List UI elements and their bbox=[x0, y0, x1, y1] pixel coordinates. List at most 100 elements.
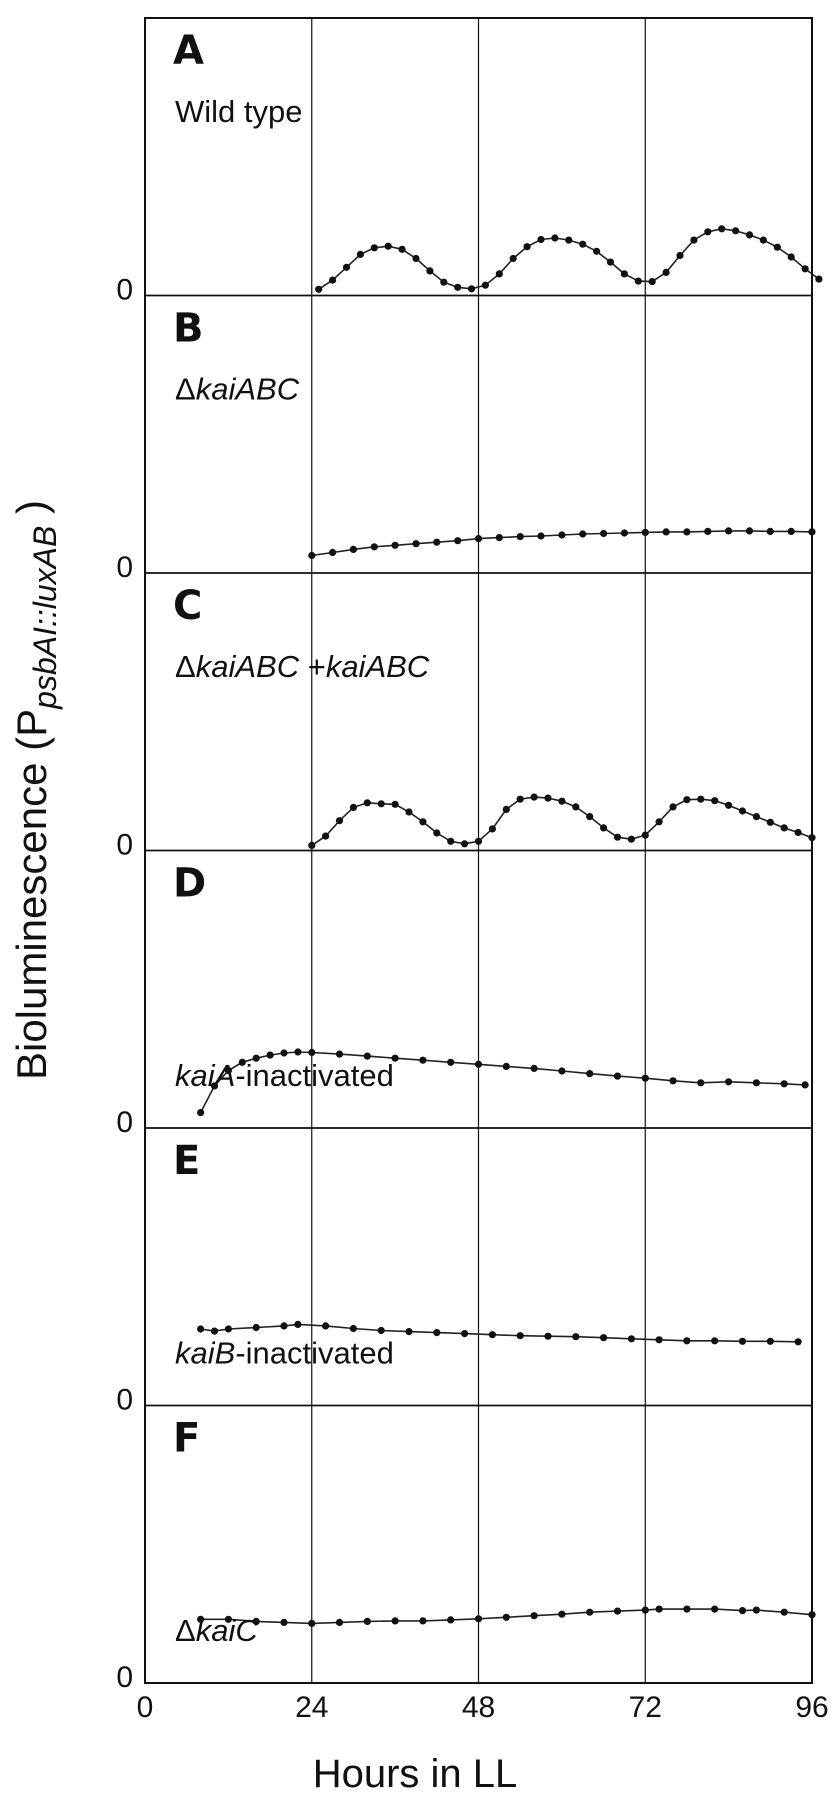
panel-e-point-23 bbox=[794, 1338, 802, 1346]
panel-e-point-7 bbox=[349, 1324, 357, 1333]
panel-b-point-1 bbox=[329, 548, 337, 557]
x-tick-label-0: 0 bbox=[137, 1691, 154, 1724]
panel-f-series-line bbox=[200, 1608, 813, 1625]
panel-b-point-10 bbox=[516, 533, 524, 541]
panel-c-point-1 bbox=[322, 832, 330, 840]
panel-c-point-29 bbox=[711, 797, 719, 805]
panel-c-point-0 bbox=[308, 841, 316, 850]
panel-f-point-5 bbox=[335, 1618, 344, 1626]
panel-a-point-30 bbox=[732, 227, 740, 235]
panel-a-point-1 bbox=[329, 276, 337, 284]
panel-c-point-31 bbox=[738, 807, 747, 815]
y-axis-title-suffix: ) bbox=[8, 500, 55, 526]
panel-b-point-17 bbox=[662, 528, 670, 536]
panel-b-label-part-1: kaiABC bbox=[196, 372, 300, 407]
panel-d-point-15 bbox=[502, 1062, 510, 1070]
panel-d-point-1 bbox=[210, 1082, 219, 1090]
panel-a-point-29 bbox=[718, 225, 726, 233]
panel-e-label: kaiB-inactivated bbox=[175, 1336, 394, 1371]
panel-c-point-5 bbox=[377, 800, 385, 808]
panel-d-point-20 bbox=[641, 1074, 649, 1082]
panel-c-point-12 bbox=[474, 837, 483, 845]
panel-d-point-4 bbox=[252, 1054, 260, 1062]
panel-c-point-9 bbox=[433, 829, 441, 837]
panel-f-point-4 bbox=[308, 1619, 316, 1627]
panel-c-point-19 bbox=[572, 803, 580, 811]
panel-f-point-9 bbox=[447, 1616, 455, 1624]
panel-e-point-15 bbox=[572, 1333, 580, 1341]
panel-a-point-8 bbox=[426, 267, 434, 275]
panel-b-point-22 bbox=[766, 527, 774, 536]
panel-b-point-3 bbox=[370, 543, 378, 551]
panel-a-label-part-0: Wild type bbox=[175, 94, 302, 129]
panel-b-point-21 bbox=[745, 527, 754, 535]
panel-a-point-22 bbox=[620, 270, 629, 278]
panel-c-point-25 bbox=[655, 818, 663, 826]
panel-a-point-3 bbox=[356, 250, 364, 258]
panel-e-point-3 bbox=[252, 1323, 260, 1332]
panel-c-point-7 bbox=[405, 808, 413, 816]
panel-a-point-9 bbox=[440, 278, 448, 286]
panel-d-point-17 bbox=[558, 1067, 566, 1075]
panel-f-point-18 bbox=[683, 1605, 691, 1613]
panel-c-point-6 bbox=[391, 800, 399, 808]
panel-e-point-10 bbox=[433, 1329, 441, 1337]
panel-f-point-13 bbox=[558, 1610, 566, 1618]
panel-a-point-27 bbox=[690, 236, 698, 244]
panel-d-point-6 bbox=[280, 1049, 288, 1057]
panel-a-point-7 bbox=[412, 254, 420, 263]
panel-d-point-14 bbox=[474, 1060, 483, 1068]
panel-b-point-4 bbox=[391, 541, 399, 549]
panel-e-point-2 bbox=[224, 1325, 232, 1333]
panel-d-point-25 bbox=[780, 1080, 788, 1088]
panel-b-point-5 bbox=[412, 540, 420, 548]
panel-f-zero-label: 0 bbox=[116, 1661, 133, 1694]
panel-f-point-6 bbox=[363, 1617, 371, 1625]
panel-e-point-14 bbox=[544, 1332, 552, 1340]
panel-f-point-10 bbox=[474, 1615, 483, 1623]
panel-b-label: ΔkaiABC bbox=[175, 372, 300, 407]
panel-e-point-21 bbox=[738, 1337, 747, 1345]
panel-f-label-part-1: kaiC bbox=[196, 1613, 259, 1648]
panel-a-point-16 bbox=[537, 235, 545, 244]
panel-f-point-17 bbox=[655, 1605, 663, 1613]
panel-d-point-8 bbox=[308, 1048, 316, 1057]
panel-b-point-14 bbox=[600, 529, 608, 538]
panel-a-point-21 bbox=[606, 258, 615, 266]
panel-c-point-8 bbox=[419, 818, 427, 826]
panel-a-point-24 bbox=[648, 278, 656, 286]
panel-b-point-0 bbox=[308, 551, 316, 560]
panel-c-point-14 bbox=[502, 805, 510, 814]
panel-c-point-22 bbox=[613, 833, 622, 841]
panel-e-point-20 bbox=[711, 1337, 719, 1345]
panel-a-point-14 bbox=[509, 254, 517, 263]
panel-f-label: ΔkaiC bbox=[175, 1613, 258, 1648]
panel-c-point-18 bbox=[558, 797, 566, 805]
panel-f-point-11 bbox=[502, 1613, 510, 1621]
panel-c-point-35 bbox=[794, 828, 802, 837]
panel-a-point-2 bbox=[342, 263, 351, 271]
panel-e-point-22 bbox=[766, 1337, 774, 1345]
panel-c-point-2 bbox=[335, 817, 344, 825]
panel-b-label-part-0: Δ bbox=[175, 372, 196, 407]
x-tick-label-24: 24 bbox=[295, 1691, 328, 1724]
panel-c-point-32 bbox=[752, 813, 761, 821]
panel-d-point-18 bbox=[586, 1070, 594, 1078]
panel-d-point-12 bbox=[419, 1056, 427, 1064]
panel-c-label-part-3: kaiABC bbox=[326, 649, 430, 684]
panel-b-point-9 bbox=[495, 534, 503, 542]
panel-e-point-18 bbox=[655, 1336, 663, 1344]
panel-a-zero-label: 0 bbox=[116, 274, 133, 307]
panel-d-point-5 bbox=[266, 1051, 274, 1059]
panel-d-point-10 bbox=[363, 1052, 371, 1060]
panel-d-point-26 bbox=[801, 1081, 809, 1089]
panel-c-point-33 bbox=[766, 818, 774, 826]
panel-d-zero-label: 0 bbox=[116, 1106, 133, 1139]
panel-e-series-line bbox=[200, 1323, 799, 1343]
panel-e-point-8 bbox=[377, 1326, 385, 1335]
panel-d-label-part-0: kaiA bbox=[175, 1058, 235, 1093]
panel-a-point-25 bbox=[662, 268, 670, 276]
y-axis-title-subscript: psbAI::luxAB bbox=[27, 526, 63, 710]
panel-e-point-17 bbox=[627, 1335, 636, 1343]
